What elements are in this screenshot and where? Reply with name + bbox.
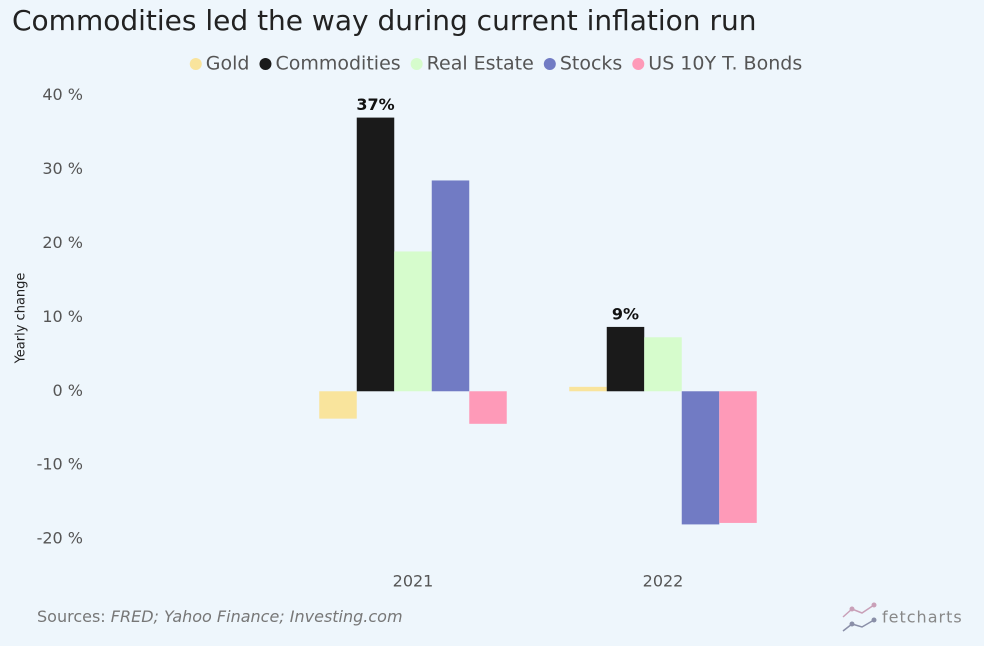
chart-title: Commodities led the way during current i… (12, 4, 756, 37)
bar (394, 251, 432, 392)
source-text: FRED; Yahoo Finance; Investing.com (111, 607, 403, 626)
bar (644, 337, 682, 392)
legend-marker (259, 58, 272, 70)
bar (569, 386, 607, 392)
legend-marker (543, 58, 556, 70)
legend-marker (410, 58, 423, 70)
bar (431, 180, 470, 392)
x-tick-label: 2022 (643, 572, 684, 591)
brand: fetcharts (882, 608, 963, 627)
source: Sources: FRED; Yahoo Finance; Investing.… (37, 607, 403, 626)
legend-label: US 10Y T. Bonds (648, 53, 802, 75)
legend-label: Stocks (560, 53, 622, 75)
y-tick-label: 0 % (53, 381, 83, 400)
brand-logo (842, 602, 877, 632)
data-label: 37% (356, 95, 394, 114)
bar (681, 391, 720, 525)
bar (606, 326, 645, 392)
y-tick-label: 40 % (42, 85, 83, 104)
y-tick-label: 20 % (42, 233, 83, 252)
data-label: 9% (612, 304, 639, 323)
legend-marker (189, 58, 202, 70)
legend-label: Gold (206, 53, 250, 75)
legend-marker (632, 58, 645, 70)
x-tick-label: 2021 (393, 572, 434, 591)
bar (319, 391, 357, 419)
bar (356, 117, 395, 392)
y-axis-label: Yearly change (14, 273, 29, 365)
y-tick-label: -10 % (37, 455, 83, 474)
bar (719, 391, 757, 523)
y-tick-label: 30 % (42, 159, 83, 178)
source-label: Sources: (37, 607, 106, 626)
y-tick-label: 10 % (42, 307, 83, 326)
legend-label: Commodities (275, 53, 400, 75)
bar (469, 391, 507, 424)
y-tick-label: -20 % (37, 529, 83, 548)
legend-label: Real Estate (427, 53, 534, 75)
